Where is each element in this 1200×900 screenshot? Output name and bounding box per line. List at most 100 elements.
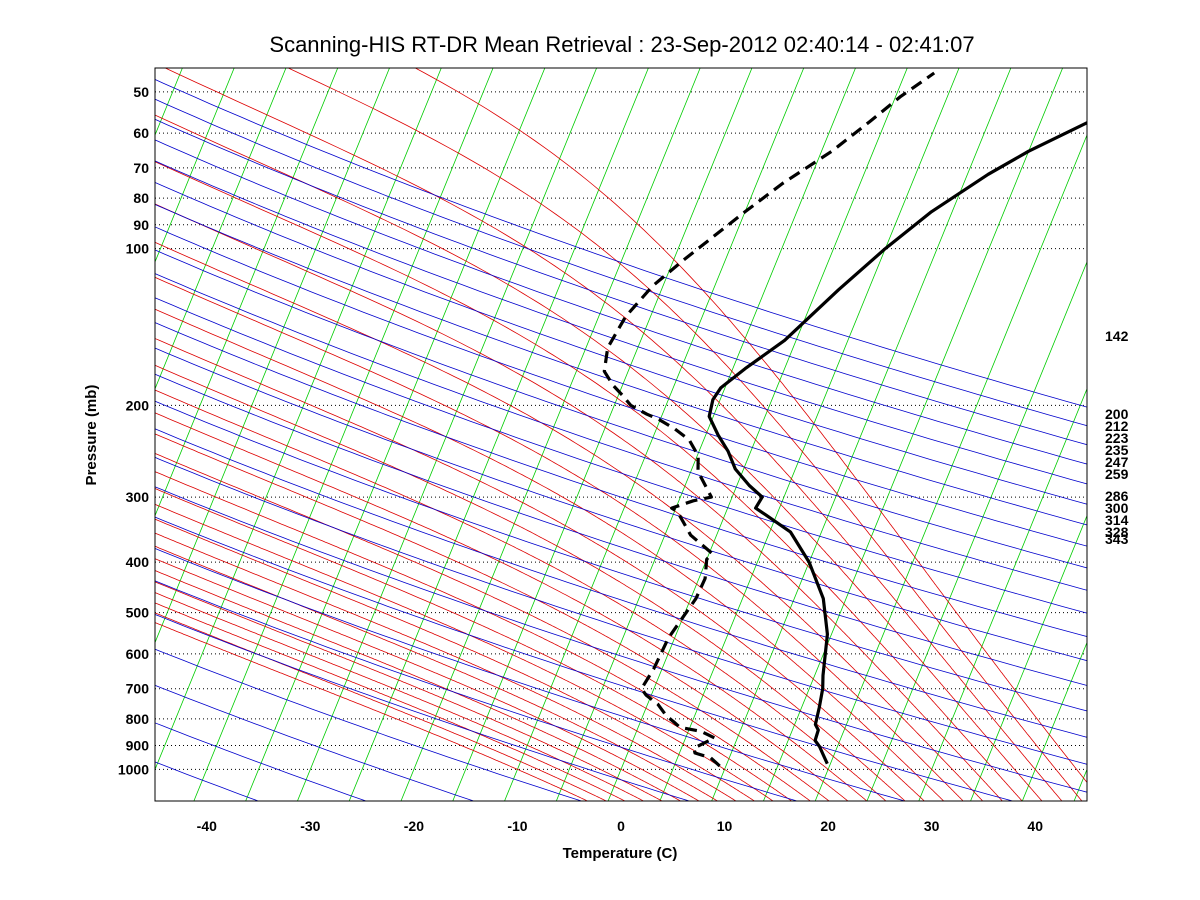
- dry-adiabat-320: [155, 456, 1087, 765]
- right-label-200: 200: [1105, 406, 1129, 422]
- x-tick--10: -10: [507, 818, 527, 834]
- dry-adiabat-250: [155, 684, 474, 801]
- y-tick-800: 800: [126, 711, 150, 727]
- right-label-314: 314: [1105, 512, 1129, 528]
- x-tick--40: -40: [197, 818, 217, 834]
- moist-adiabat-42: [287, 68, 1083, 801]
- isotherm-15: [763, 68, 1063, 801]
- dry-adiabat-260: [155, 648, 582, 801]
- dry-adiabat-350: [155, 373, 1087, 686]
- dry-adiabat-340: [155, 400, 1087, 712]
- x-tick-0: 0: [617, 818, 625, 834]
- moist-adiabat-14: [155, 471, 811, 801]
- y-tick-200: 200: [126, 397, 150, 413]
- moist-adiabat-18: [155, 433, 849, 801]
- y-tick-500: 500: [126, 605, 150, 621]
- saturated-adiabat-lines: [155, 68, 1087, 801]
- isotherm-55: [1178, 68, 1200, 801]
- y-tick-50: 50: [133, 84, 149, 100]
- dry-adiabat-470: [155, 98, 1087, 427]
- isotherm--80: [0, 68, 79, 801]
- moist-adiabat-30: [155, 276, 964, 801]
- isotherm-20: [814, 134, 1087, 801]
- dry-adiabat-480: [155, 78, 1087, 408]
- right-label-259: 259: [1105, 466, 1129, 482]
- dry-adiabat-360: [155, 347, 1087, 662]
- right-label-328: 328: [1105, 524, 1129, 540]
- dry-adiabat-410: [155, 226, 1087, 547]
- dry-adiabat-430: [155, 181, 1087, 505]
- moist-adiabat-26: [155, 338, 925, 801]
- y-tick-70: 70: [133, 160, 149, 176]
- x-tick-30: 30: [924, 818, 940, 834]
- moist-adiabat-12: [155, 488, 792, 801]
- isotherm--25: [348, 68, 649, 801]
- dry-adiabat-330: [155, 428, 1087, 738]
- x-axis-label: Temperature (C): [563, 845, 678, 862]
- x-tick--30: -30: [300, 818, 320, 834]
- dry-adiabat-lines: [155, 78, 1087, 801]
- dry-adiabat-370: [155, 322, 1087, 637]
- moist-adiabat-44: [414, 68, 1087, 784]
- isotherm-10: [711, 68, 1012, 801]
- plot-frame: [154, 67, 1088, 802]
- dry-adiabat-280: [155, 580, 798, 801]
- y-tick-300: 300: [126, 489, 150, 505]
- dry-adiabat-310: [155, 486, 1087, 793]
- dry-adiabat-440: [155, 160, 1087, 485]
- y-tick-1000: 1000: [118, 761, 149, 777]
- x-axis-ticks: -40 -30 -20 -10 0 10 20 30 40: [197, 818, 1044, 834]
- isotherm--20: [400, 68, 701, 801]
- isotherm--5: [555, 68, 856, 801]
- dry-adiabat-420: [155, 203, 1087, 526]
- moist-adiabat-34: [155, 203, 1003, 801]
- moist-adiabat--2: [155, 581, 663, 801]
- isotherm--30: [297, 68, 597, 801]
- plot-area: [0, 68, 1200, 801]
- y-tick-600: 600: [126, 646, 150, 662]
- moist-adiabat-24: [155, 364, 906, 801]
- y-tick-80: 80: [133, 190, 149, 206]
- moist-adiabat--6: [155, 602, 626, 801]
- right-label-142: 142: [1105, 328, 1129, 344]
- moist-adiabat-32: [155, 241, 983, 801]
- isotherm-30: [918, 387, 1087, 801]
- right-label-286: 286: [1105, 488, 1129, 504]
- moist-adiabat-38: [155, 114, 1043, 801]
- right-label-247: 247: [1105, 454, 1129, 470]
- right-label-235: 235: [1105, 442, 1129, 458]
- isotherm--10: [504, 68, 805, 801]
- dry-adiabat-300: [155, 516, 1013, 801]
- y-axis-ticks: 50 60 70 80 90 100 200 300 400 500 600 700 800 900 100…: [118, 84, 149, 778]
- right-label-212: 212: [1105, 418, 1129, 434]
- isotherm--60: [155, 68, 287, 390]
- moist-adiabat--10: [155, 622, 588, 801]
- y-tick-700: 700: [126, 681, 150, 697]
- moist-adiabat-20: [155, 412, 868, 801]
- moist-adiabat-16: [155, 452, 830, 801]
- chart-title: Scanning-HIS RT-DR Mean Retrieval : 23-S…: [269, 32, 974, 57]
- x-tick-40: 40: [1027, 818, 1043, 834]
- right-label-223: 223: [1105, 430, 1129, 446]
- moist-adiabat-40: [164, 68, 1063, 801]
- moist-adiabat-22: [155, 389, 887, 801]
- moist-adiabat-8: [155, 518, 755, 801]
- isotherm-lines: [0, 68, 1200, 801]
- isotherm-50: [1126, 68, 1200, 801]
- x-tick-20: 20: [820, 818, 836, 834]
- isotherm--75: [0, 68, 131, 801]
- right-label-300: 300: [1105, 500, 1129, 516]
- moist-adiabat-6: [155, 532, 737, 801]
- isotherm--85: [0, 68, 27, 801]
- y-axis-label: Pressure (mb): [83, 385, 100, 486]
- isotherm--15: [452, 68, 753, 801]
- y-tick-60: 60: [133, 125, 149, 141]
- moist-adiabat-36: [155, 161, 1023, 801]
- y-tick-100: 100: [126, 241, 150, 257]
- isotherm--35: [245, 68, 546, 801]
- isotherm-40: [1021, 641, 1087, 801]
- temperature-profile-line: [707, 120, 1087, 765]
- isotherm--50: [155, 68, 390, 644]
- x-tick--20: -20: [404, 818, 424, 834]
